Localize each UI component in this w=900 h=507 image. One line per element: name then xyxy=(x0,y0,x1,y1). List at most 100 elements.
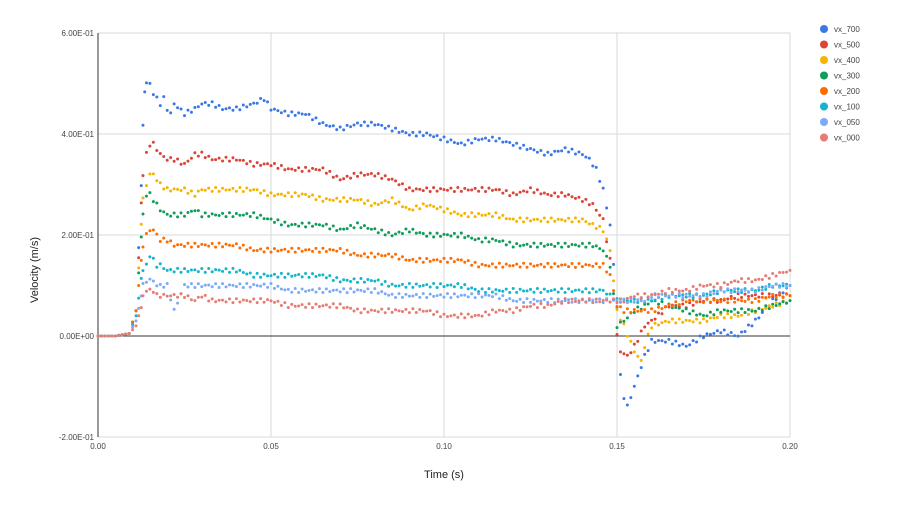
data-point xyxy=(269,164,273,168)
data-point xyxy=(307,169,311,173)
data-point xyxy=(387,307,391,311)
data-point xyxy=(193,241,197,245)
y-tick-label: 0.00E+00 xyxy=(60,332,95,341)
data-point xyxy=(487,212,491,216)
data-point xyxy=(494,292,498,296)
data-point xyxy=(553,288,557,292)
x-tick-label: 0.20 xyxy=(782,442,798,451)
data-point xyxy=(266,274,270,278)
data-point xyxy=(653,321,657,325)
data-point xyxy=(639,329,643,333)
data-point xyxy=(231,186,235,190)
data-point xyxy=(677,294,681,298)
legend-marker xyxy=(820,87,828,95)
data-point xyxy=(411,227,415,231)
data-point xyxy=(248,159,252,163)
data-point xyxy=(556,300,560,304)
data-point xyxy=(342,227,346,231)
data-point xyxy=(785,301,789,305)
data-point xyxy=(400,205,404,209)
data-point xyxy=(349,279,353,283)
data-point xyxy=(480,295,484,299)
data-point xyxy=(139,235,143,239)
data-point xyxy=(743,299,747,303)
data-point xyxy=(362,120,366,124)
data-point xyxy=(155,292,159,296)
data-point xyxy=(781,296,785,300)
data-point xyxy=(598,300,602,304)
data-point xyxy=(352,277,356,281)
data-point xyxy=(702,292,705,296)
data-point xyxy=(266,298,270,302)
data-point xyxy=(439,293,443,297)
data-point xyxy=(736,314,740,318)
data-point xyxy=(459,312,463,316)
data-point xyxy=(165,212,169,216)
data-point xyxy=(456,235,460,239)
data-point xyxy=(137,256,141,260)
data-point xyxy=(151,256,155,260)
data-point xyxy=(311,193,315,197)
data-point xyxy=(529,147,532,151)
data-point xyxy=(394,308,398,312)
data-point xyxy=(328,290,332,294)
data-point xyxy=(411,257,415,261)
data-point xyxy=(227,270,231,274)
data-point xyxy=(283,247,287,251)
data-point xyxy=(342,287,346,291)
data-point xyxy=(452,210,456,214)
data-point xyxy=(304,192,308,196)
data-point xyxy=(445,260,449,264)
data-point xyxy=(380,228,384,232)
data-point xyxy=(137,284,141,287)
data-point xyxy=(179,270,183,274)
data-point xyxy=(726,297,730,301)
data-point xyxy=(518,216,522,220)
data-point xyxy=(508,141,512,145)
data-point xyxy=(286,287,290,291)
data-point xyxy=(352,171,356,175)
data-point xyxy=(788,294,792,298)
data-point xyxy=(788,284,792,287)
data-point xyxy=(785,270,789,274)
data-point xyxy=(356,253,359,257)
data-point xyxy=(722,297,726,301)
data-point xyxy=(131,328,135,332)
data-point xyxy=(598,297,602,301)
data-point xyxy=(705,332,709,336)
data-point xyxy=(681,289,685,293)
data-point xyxy=(369,120,373,124)
data-point xyxy=(577,299,581,303)
data-point xyxy=(553,149,557,153)
data-point xyxy=(317,250,321,254)
data-point xyxy=(712,292,716,296)
data-point xyxy=(466,215,470,219)
data-point xyxy=(186,191,190,195)
data-point xyxy=(494,188,498,192)
data-point xyxy=(439,234,443,238)
data-point xyxy=(252,283,256,287)
data-point xyxy=(366,255,370,259)
data-point xyxy=(158,181,162,185)
data-point xyxy=(618,305,622,309)
data-point xyxy=(307,221,311,225)
data-point xyxy=(113,334,117,338)
data-point xyxy=(719,285,723,289)
data-point xyxy=(629,396,633,400)
data-point xyxy=(750,309,754,313)
y-tick-label: 4.00E-01 xyxy=(62,130,95,139)
data-point xyxy=(445,283,449,287)
data-point xyxy=(397,292,401,296)
data-point xyxy=(625,334,629,338)
data-point xyxy=(158,209,162,213)
data-point xyxy=(463,293,467,297)
data-point xyxy=(196,154,200,158)
data-point xyxy=(771,292,775,296)
data-point xyxy=(394,232,398,236)
data-point xyxy=(670,290,674,294)
data-point xyxy=(525,265,529,269)
data-point xyxy=(321,291,325,295)
data-point xyxy=(338,247,342,251)
data-point xyxy=(376,231,380,235)
